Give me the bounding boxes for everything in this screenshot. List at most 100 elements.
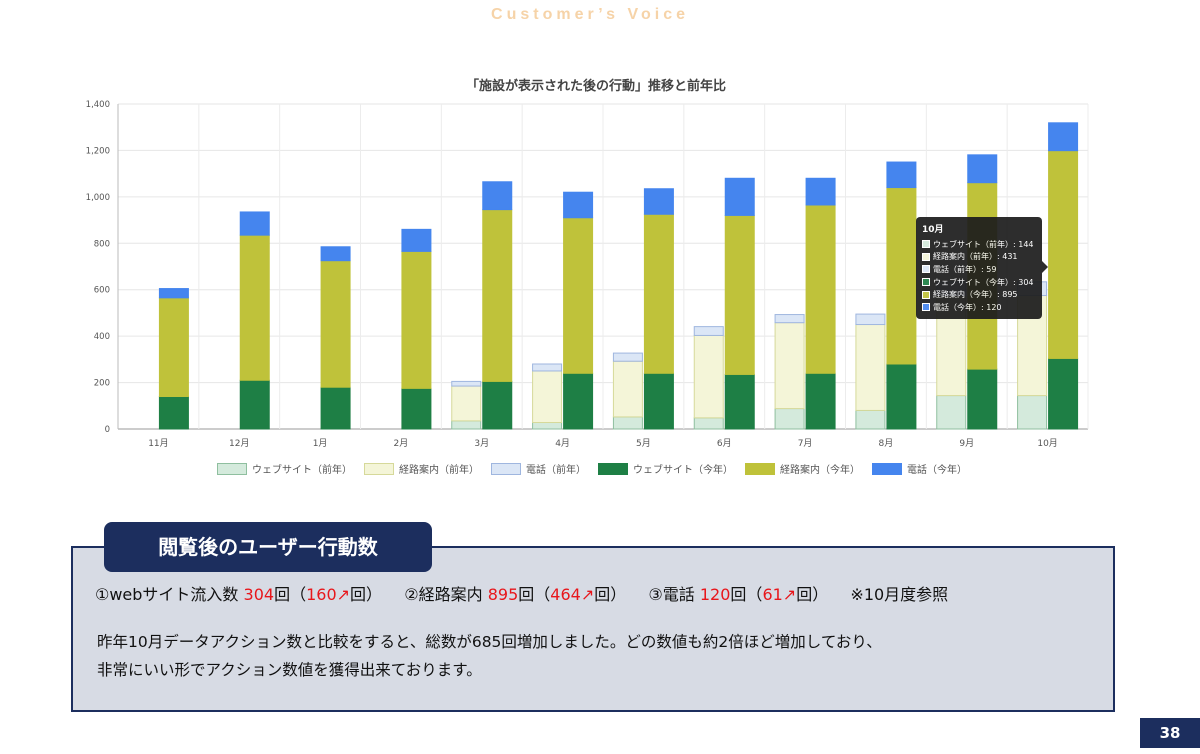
x-tick-label: 9月 (959, 438, 974, 449)
bar-segment[interactable] (886, 187, 917, 365)
legend-label: ウェブサイト（今年） (633, 465, 733, 476)
bar-segment[interactable] (482, 181, 513, 211)
bar-segment[interactable] (532, 370, 563, 424)
bar-segment[interactable] (774, 322, 805, 410)
legend-label: 経路案内（前年） (399, 465, 479, 476)
metric-route-close: 回） (594, 585, 627, 604)
legend-item[interactable]: ウェブサイト（今年） (598, 461, 733, 476)
x-tick-label: 11月 (148, 438, 168, 449)
bar-segment[interactable] (482, 209, 513, 382)
bar-segment[interactable] (774, 314, 805, 324)
bar-segment[interactable] (532, 363, 563, 372)
summary-line-1: 昨年10月データアクション数と比較をすると、総数が685回増加しました。どの数値… (97, 633, 882, 651)
bar-segment[interactable] (1048, 150, 1079, 359)
bar-segment[interactable] (1048, 357, 1079, 430)
x-tick-label: 3月 (474, 438, 489, 449)
bar-segment[interactable] (401, 387, 432, 430)
bar-segment[interactable] (563, 191, 594, 219)
bar-segment[interactable] (612, 360, 643, 418)
bar-segment[interactable] (643, 213, 674, 374)
legend-item[interactable]: 経路案内（前年） (364, 461, 479, 476)
bar-segment[interactable] (1017, 395, 1048, 430)
tooltip-row: 経路案内（前年）: 431 (922, 251, 1036, 264)
legend-item[interactable]: 電話（今年） (872, 461, 967, 476)
bar-segment[interactable] (693, 326, 724, 336)
tooltip-swatch (922, 240, 930, 249)
tooltip-row: ウェブサイト（今年）: 304 (922, 276, 1036, 289)
bar-segment[interactable] (1048, 122, 1079, 152)
metric-route-label: ②経路案内 (404, 585, 483, 604)
legend-label: 電話（今年） (907, 465, 967, 476)
bar-segment[interactable] (855, 324, 886, 411)
bar-segment[interactable] (401, 250, 432, 389)
bar-segment[interactable] (886, 363, 917, 430)
legend-item[interactable]: ウェブサイト（前年） (217, 461, 352, 476)
x-tick-label: 12月 (229, 438, 249, 449)
bar-segment[interactable] (532, 422, 563, 430)
bar-segment[interactable] (724, 214, 755, 375)
bar-segment[interactable] (724, 373, 755, 430)
metric-note: ※10月度参照 (850, 585, 949, 604)
bar-segment[interactable] (855, 409, 886, 430)
bar-segment[interactable] (774, 408, 805, 430)
bar-segment[interactable] (967, 154, 998, 184)
trend-up-icon: ↗ (336, 585, 351, 604)
bar-segment[interactable] (805, 204, 836, 374)
bar-segment[interactable] (482, 380, 513, 430)
tooltip-swatch (922, 265, 930, 274)
y-tick-label: 1,000 (86, 193, 110, 203)
legend-label: ウェブサイト（前年） (252, 465, 352, 476)
bar-segment[interactable] (693, 334, 724, 419)
bar-segment[interactable] (805, 177, 836, 206)
legend-item[interactable]: 経路案内（今年） (745, 461, 860, 476)
metric-route-unit: 回（ (518, 585, 551, 604)
bar-segment[interactable] (805, 372, 836, 430)
bar-segment[interactable] (936, 395, 967, 430)
bar-segment[interactable] (320, 260, 351, 388)
summary-body: 昨年10月データアクション数と比較をすると、総数が685回増加しました。どの数値… (97, 628, 882, 684)
bar-segment[interactable] (239, 211, 270, 236)
summary-line-2: 非常にいい形でアクション数値を獲得出来ております。 (97, 661, 482, 679)
bar-segment[interactable] (693, 417, 724, 430)
metric-phone-delta: 61 (762, 585, 783, 604)
bar-segment[interactable] (563, 372, 594, 430)
bar-segment[interactable] (612, 352, 643, 362)
bar-segment[interactable] (158, 396, 189, 430)
bar-segment[interactable] (158, 297, 189, 397)
bar-segment[interactable] (643, 372, 674, 430)
x-tick-label: 2月 (394, 438, 409, 449)
bar-segment[interactable] (612, 416, 643, 430)
bar-segment[interactable] (320, 246, 351, 262)
bar-segment[interactable] (886, 161, 917, 189)
bar-segment[interactable] (239, 234, 270, 381)
bar-segment[interactable] (451, 385, 482, 422)
bar-segment[interactable] (563, 217, 594, 374)
summary-box (71, 546, 1115, 712)
x-axis: 11月 12月 1月 2月 3月 4月 5月 6月 7月 8月 9月 10月 (148, 438, 1058, 449)
x-tick-label: 5月 (636, 438, 651, 449)
legend-swatch (364, 462, 394, 475)
metric-phone-label: ③電話 (648, 585, 695, 604)
bar-segment[interactable] (239, 379, 270, 430)
x-tick-label: 1月 (313, 438, 328, 449)
x-tick-label: 6月 (717, 438, 732, 449)
page-number: 38 (1140, 718, 1200, 748)
y-tick-label: 200 (94, 379, 110, 389)
bar-segment[interactable] (724, 177, 755, 216)
bar-segment[interactable] (158, 288, 189, 299)
bar-segment[interactable] (643, 188, 674, 215)
bar-segment[interactable] (401, 228, 432, 252)
bar-segment[interactable] (855, 313, 886, 326)
bar-segment[interactable] (967, 368, 998, 430)
tooltip-row: 電話（前年）: 59 (922, 263, 1036, 276)
summary-label: 閲覧後のユーザー行動数 (104, 522, 432, 572)
tooltip-label: 電話（今年）: 120 (933, 302, 1002, 312)
trend-up-icon: ↗ (580, 585, 595, 604)
bar-segment[interactable] (451, 420, 482, 430)
header-title: Customer’s Voice (491, 6, 689, 23)
legend-item[interactable]: 電話（前年） (491, 461, 586, 476)
bar-segment[interactable] (451, 380, 482, 387)
tooltip-row: 電話（今年）: 120 (922, 301, 1036, 314)
bar-segment[interactable] (320, 386, 351, 430)
tooltip-label: 経路案内（前年）: 431 (933, 252, 1018, 262)
